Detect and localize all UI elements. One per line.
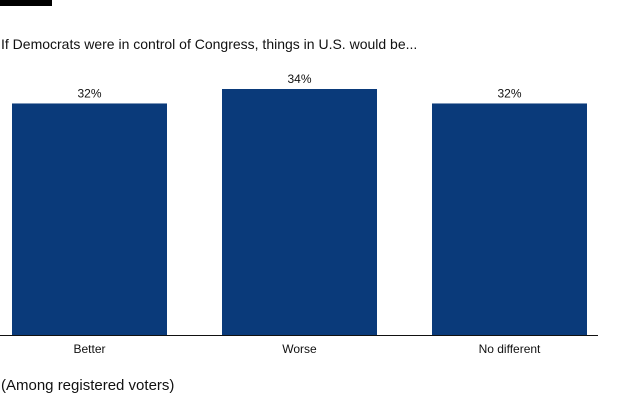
x-tick-labels-group: Better Worse No different (73, 342, 541, 356)
x-tick-label-better: Better (73, 342, 105, 356)
chart-footnote: (Among registered voters) (1, 377, 175, 394)
x-tick-label-worse: Worse (282, 342, 317, 356)
x-tick-label-no-different: No different (479, 342, 541, 356)
bar-better (12, 103, 167, 336)
value-label-better: 32% (77, 86, 101, 100)
value-label-worse: 34% (287, 72, 311, 86)
chart-subtitle: If Democrats were in control of Congress… (1, 36, 418, 52)
value-labels-group: 32% 34% 32% (77, 72, 521, 100)
bar-worse (222, 89, 377, 335)
bar-no-different (432, 103, 587, 336)
bars-group (12, 89, 587, 336)
bar-chart: 32% 34% 32% Better Worse No different (0, 72, 598, 356)
value-label-no-different: 32% (497, 86, 521, 100)
header-accent-bar (0, 0, 52, 6)
